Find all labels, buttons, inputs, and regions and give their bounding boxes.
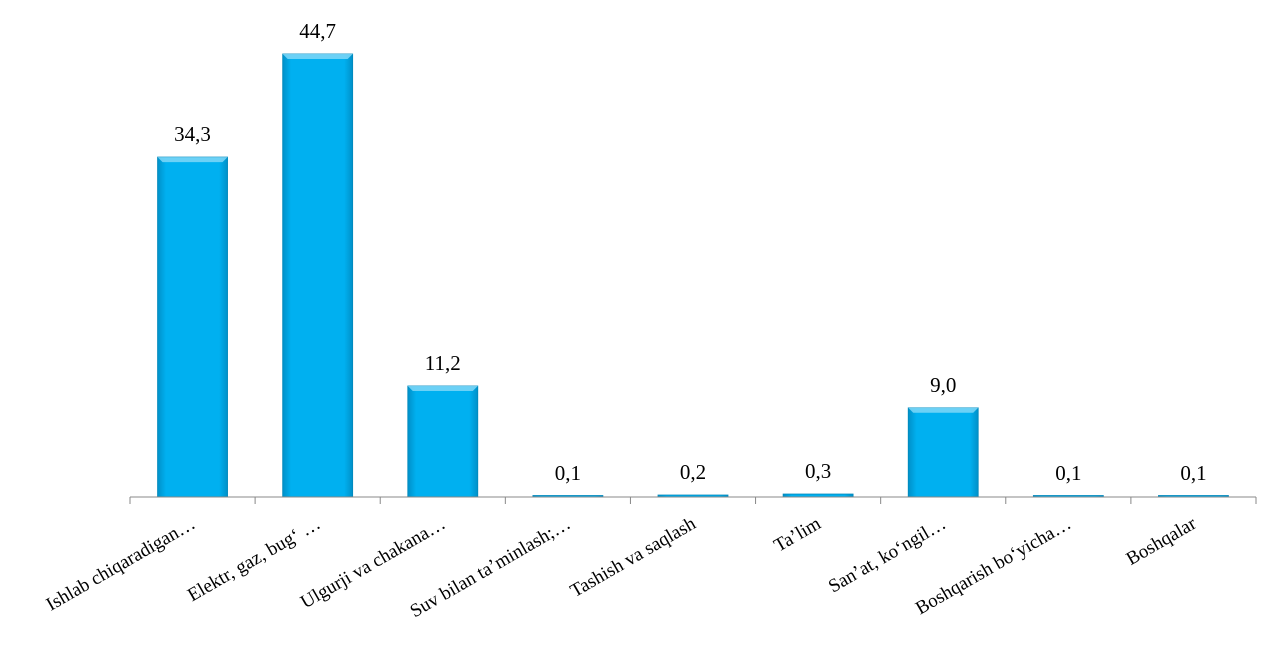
category-label: Ishlab chiqaradigan…	[43, 513, 199, 615]
data-label: 0,3	[805, 459, 831, 483]
data-label: 0,2	[680, 460, 706, 484]
category-label: Tashish va saqlash	[567, 513, 700, 602]
bar-bevel	[282, 54, 353, 59]
bar-bevel	[908, 407, 979, 413]
category-label: Ta’lim	[770, 513, 824, 556]
bar	[157, 156, 228, 498]
data-label: 0,1	[555, 461, 581, 485]
x-axis	[129, 496, 1257, 504]
category-labels: Ishlab chiqaradigan…Elektr, gaz, bug‘ …U…	[43, 513, 1201, 622]
bar	[282, 53, 354, 498]
bars-group	[157, 53, 1229, 498]
category-label: Boshqalar	[1123, 513, 1201, 570]
value-labels: 34,3 44,7 11,2 0,1 0,2 0,3 9,0 0,1 0,1	[174, 19, 1206, 485]
bar-bevel	[157, 157, 228, 163]
category-label: San’at, ko‘ngil…	[825, 513, 950, 597]
bar-bevel	[407, 386, 478, 392]
data-label: 9,0	[930, 373, 956, 397]
data-label: 34,3	[174, 122, 211, 146]
data-label: 11,2	[425, 351, 461, 375]
data-label: 0,1	[1180, 461, 1206, 485]
data-label: 44,7	[299, 19, 336, 43]
bar	[407, 385, 479, 498]
data-label: 0,1	[1055, 461, 1081, 485]
bar	[907, 407, 979, 498]
